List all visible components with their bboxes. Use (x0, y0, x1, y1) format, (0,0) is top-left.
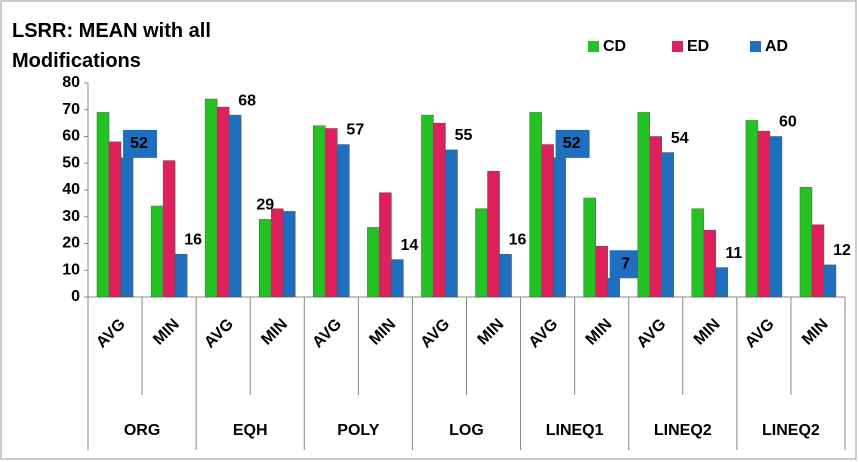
data-label: 12 (833, 242, 851, 259)
bar (703, 229, 717, 298)
bar (649, 136, 662, 298)
x-tick-label: MIN (150, 316, 183, 349)
label-box (123, 129, 158, 158)
bar (553, 157, 566, 298)
x-tick-label: MIN (258, 316, 291, 349)
data-label: 60 (779, 114, 797, 131)
data-label: 68 (238, 92, 256, 109)
bar (283, 211, 296, 298)
x-tick-label: AVG (93, 316, 129, 352)
bar (433, 122, 446, 298)
x-tick-label: MIN (691, 316, 724, 349)
y-tick-label: 30 (62, 208, 80, 225)
x-tick-label: MIN (366, 316, 399, 349)
bar (379, 192, 392, 298)
data-label: 11 (725, 245, 742, 262)
bar (799, 187, 813, 298)
bar (150, 205, 164, 298)
bar (120, 157, 134, 298)
x-tick-label: AVG (634, 316, 670, 352)
group-label: EQH (233, 422, 268, 439)
y-tick-label: 0 (71, 288, 80, 305)
group-label: LINEQ2 (654, 422, 712, 439)
bar (391, 259, 404, 298)
bar (595, 245, 608, 298)
group-label: LINEQ2 (762, 422, 820, 439)
x-tick-label: MIN (583, 316, 616, 349)
legend-swatch (750, 41, 761, 52)
bar (583, 197, 596, 298)
bar (487, 171, 500, 298)
bar (174, 253, 188, 298)
bar (96, 112, 110, 298)
bar (757, 130, 771, 298)
legend-swatch (672, 41, 683, 52)
group-label: LINEQ1 (546, 422, 604, 439)
data-label: 54 (671, 130, 689, 147)
group-label: POLY (337, 422, 379, 439)
bar (811, 224, 825, 298)
bar (325, 128, 338, 298)
legend-label: ED (687, 38, 709, 55)
bar (637, 112, 650, 298)
y-tick-label: 10 (62, 261, 80, 278)
bar (313, 125, 326, 298)
bar (529, 112, 542, 298)
bar (769, 136, 783, 298)
bar (337, 144, 350, 298)
bar (745, 120, 759, 298)
bar (259, 219, 272, 298)
bar (162, 160, 176, 298)
bar (204, 98, 218, 298)
group-label: LOG (449, 422, 484, 439)
bar (691, 208, 705, 298)
bar (271, 208, 284, 298)
legend-label: AD (765, 38, 788, 55)
bar (421, 114, 434, 298)
y-tick-label: 20 (62, 235, 80, 252)
data-label: 7 (621, 255, 630, 272)
data-label: 16 (184, 231, 202, 248)
bar (499, 253, 512, 298)
x-tick-label: AVG (309, 316, 345, 352)
x-tick-label: AVG (418, 316, 454, 352)
bar (475, 208, 488, 298)
data-label: 29 (256, 197, 274, 214)
y-tick-label: 70 (62, 101, 80, 118)
data-label: 14 (400, 237, 418, 254)
bar (367, 227, 380, 298)
data-label: 57 (346, 122, 364, 139)
chart-title: LSRR: MEAN with all Modifications (12, 20, 211, 72)
y-tick-label: 40 (62, 181, 80, 198)
x-tick-label: AVG (742, 316, 778, 352)
bar (661, 152, 674, 298)
bar (228, 114, 242, 298)
bar (823, 264, 837, 298)
x-tick-label: MIN (799, 316, 832, 349)
bar (445, 149, 458, 298)
x-tick-label: AVG (201, 316, 237, 352)
group-label: ORG (124, 422, 160, 439)
data-label: 16 (509, 231, 527, 248)
bar (541, 144, 554, 298)
data-label: 52 (130, 135, 148, 152)
data-label: 55 (455, 127, 473, 144)
legend-swatch (588, 41, 599, 52)
x-tick-label: AVG (526, 316, 562, 352)
legend-label: CD (603, 38, 626, 55)
bar (715, 267, 729, 298)
y-tick-label: 60 (62, 128, 80, 145)
x-tick-label: MIN (475, 316, 508, 349)
label-box (555, 129, 590, 158)
y-tick-label: 50 (62, 154, 80, 171)
data-label: 52 (563, 135, 581, 152)
bar (607, 278, 620, 298)
y-tick-label: 80 (62, 74, 80, 91)
bar (216, 106, 230, 298)
bar (108, 141, 122, 298)
